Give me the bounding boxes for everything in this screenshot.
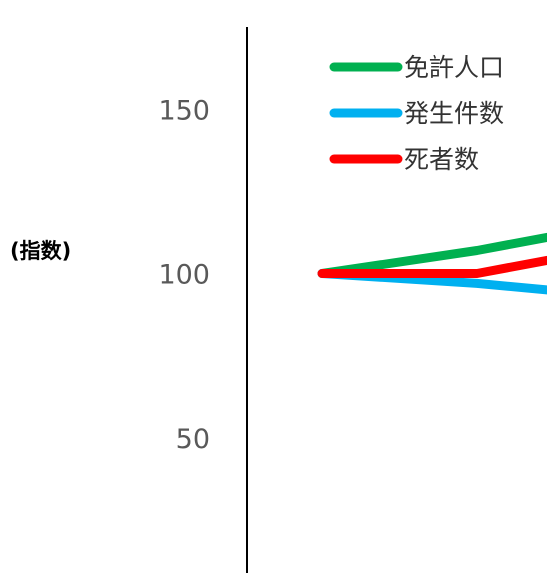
series-line-1 <box>317 232 547 278</box>
legend-label-3: 死者数 <box>404 145 479 174</box>
legend-label-2: 発生件数 <box>404 99 504 128</box>
series-lines <box>317 232 547 295</box>
y-tick-label: 100 <box>158 260 210 291</box>
legend-label-1: 免許人口 <box>404 53 504 82</box>
y-tick-label: 50 <box>176 424 210 455</box>
series-line-3 <box>317 255 547 278</box>
y-axis-title: (指数) <box>10 239 71 263</box>
y-tick-label: 150 <box>158 95 210 126</box>
y-tick-labels: 50100150200 <box>158 95 210 455</box>
